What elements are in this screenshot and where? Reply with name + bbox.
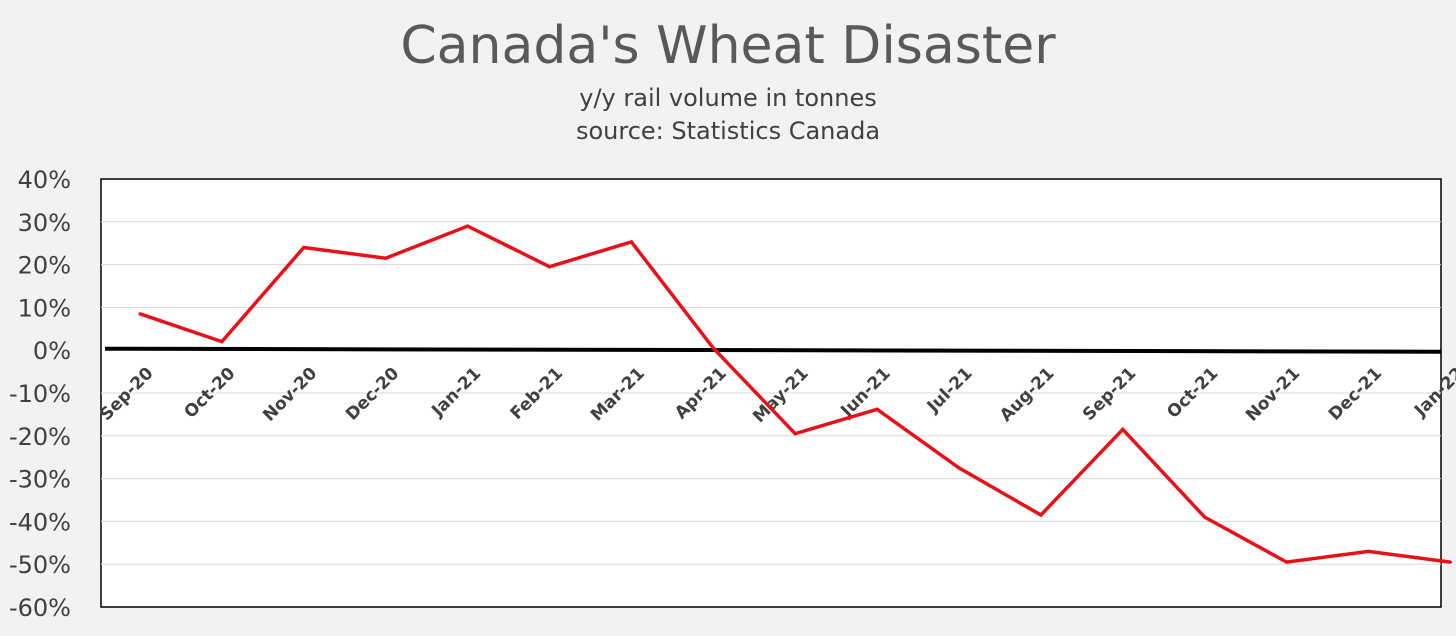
- y-tick-label: -20%: [9, 423, 71, 451]
- data-point: [1366, 549, 1371, 553]
- data-point: [384, 256, 388, 260]
- chart-subtitle-line-2: source: Statistics Canada: [576, 117, 880, 145]
- data-point: [629, 240, 634, 244]
- y-tick-label: -50%: [9, 551, 71, 579]
- data-point: [547, 265, 552, 269]
- data-point: [1203, 515, 1207, 519]
- series-layer: [138, 224, 1452, 564]
- data-point: [875, 407, 879, 411]
- y-tick-label: 10%: [18, 294, 71, 322]
- y-tick-label: -10%: [9, 380, 71, 408]
- data-point: [1121, 427, 1125, 431]
- data-point: [711, 346, 715, 350]
- data-point: [1039, 513, 1043, 517]
- data-point: [1285, 560, 1289, 564]
- data-point: [793, 432, 797, 436]
- y-tick-label: 20%: [18, 252, 71, 280]
- gridlines: [101, 221, 1441, 565]
- data-point: [138, 312, 142, 316]
- chart-subtitle-line-1: y/y rail volume in tonnes: [579, 84, 877, 112]
- zero-line-layer: [104, 346, 1442, 354]
- y-tick-label: 40%: [18, 166, 71, 194]
- data-point: [957, 466, 961, 470]
- data-point: [466, 224, 470, 228]
- y-tick-label: 0%: [33, 337, 71, 365]
- y-tick-label: 30%: [18, 209, 71, 237]
- data-point: [302, 245, 306, 250]
- y-tick-label: -40%: [9, 508, 71, 536]
- y-axis-tick-labels: 40% 30% 20% 10% 0% -10% -20% -30% -40% -50% -60%: [9, 166, 71, 622]
- y-tick-label: -30%: [9, 466, 71, 494]
- data-point: [1448, 560, 1452, 564]
- chart-title: Canada's Wheat Disaster: [400, 16, 1056, 76]
- data-point: [220, 340, 224, 344]
- y-tick-label: -60%: [9, 594, 71, 622]
- zero-line: [104, 346, 1442, 354]
